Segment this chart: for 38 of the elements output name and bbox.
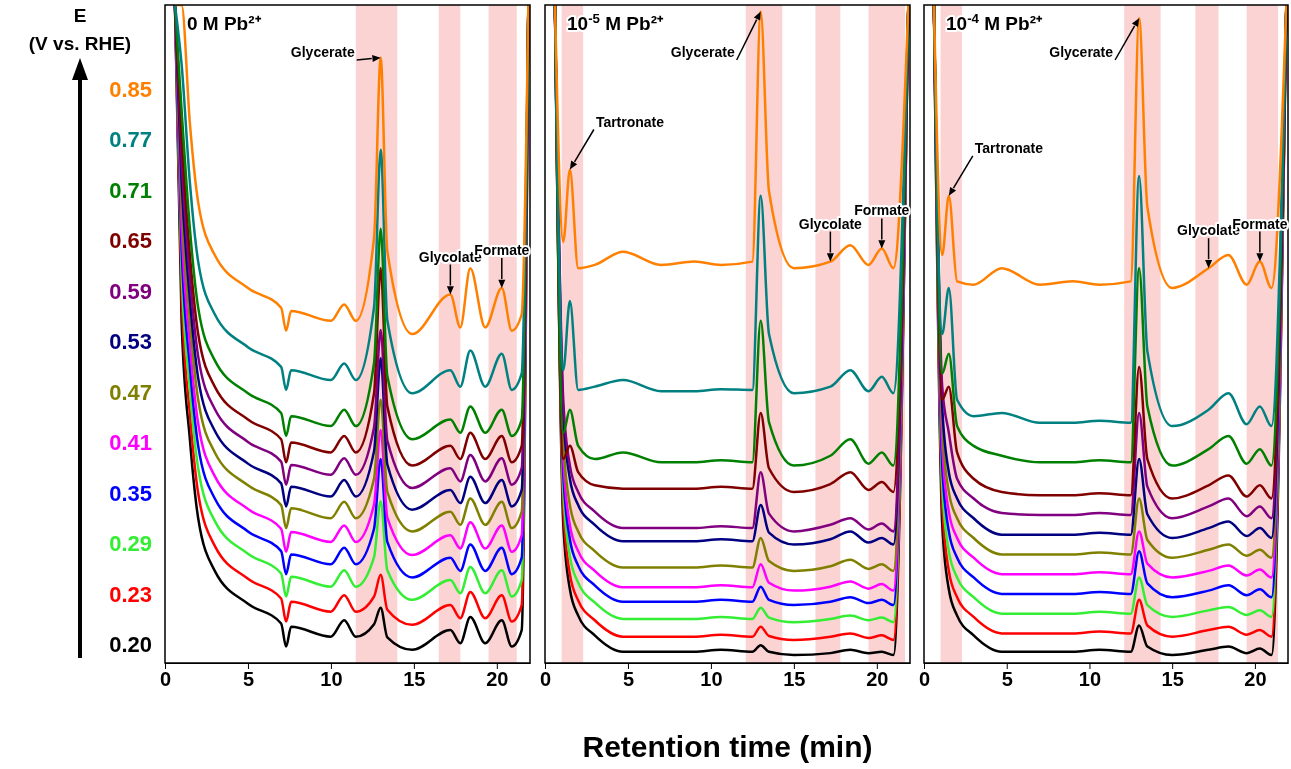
- x-tick-label: 0: [539, 668, 552, 691]
- annotation: Glycerate: [1049, 44, 1114, 60]
- chart-title: 0 M Pb²⁺: [187, 13, 262, 34]
- x-tick-label: 5: [1001, 668, 1013, 691]
- y-axis-title: E (V vs. RHE): [28, 5, 132, 54]
- x-tick-label: 20: [1244, 668, 1267, 691]
- annotation: Glycerate: [290, 44, 355, 60]
- annotation: Glycolate: [798, 215, 863, 232]
- chart-title: 10$^{-5}$ M Pb²⁺: [567, 10, 664, 34]
- text: 0.41: [109, 430, 152, 455]
- x-tick-label: 0: [159, 668, 172, 691]
- x-tick-label: 5: [242, 668, 255, 691]
- x-tick-label: 15: [403, 668, 426, 691]
- series-label: 0.77: [109, 127, 152, 152]
- series-label: 0.53: [109, 329, 152, 354]
- x-tick-label: 15: [1161, 668, 1184, 691]
- text: 0.35: [109, 480, 152, 506]
- x-tick-label: 10: [320, 668, 343, 691]
- x-axis-title: Retention time (min): [582, 730, 873, 763]
- series-label: 0.85: [109, 76, 152, 102]
- text: 0.23: [109, 581, 152, 607]
- series-label: 0.65: [109, 228, 152, 253]
- x-tick-label: 20: [866, 668, 889, 691]
- annotation: Tartronate: [974, 139, 1044, 156]
- chart-title: 10$^{-4}$ M Pb²⁺: [946, 10, 1043, 34]
- series-label: 0.47: [109, 379, 152, 405]
- series-label: 0.71: [109, 177, 152, 203]
- x-tick-label: 15: [783, 668, 806, 691]
- x-tick-label: 10: [1078, 668, 1102, 691]
- text: 0.29: [109, 531, 152, 556]
- series-label: 0.59: [109, 278, 152, 304]
- x-tick-label: 20: [486, 668, 509, 691]
- x-tick-label: 5: [622, 668, 635, 691]
- annotation: Tartronate: [595, 113, 665, 130]
- annotation: Glycerate: [670, 44, 735, 60]
- text: 0.20: [109, 632, 152, 657]
- x-tick-label: 0: [918, 668, 931, 691]
- x-tick-label: 10: [700, 668, 723, 691]
